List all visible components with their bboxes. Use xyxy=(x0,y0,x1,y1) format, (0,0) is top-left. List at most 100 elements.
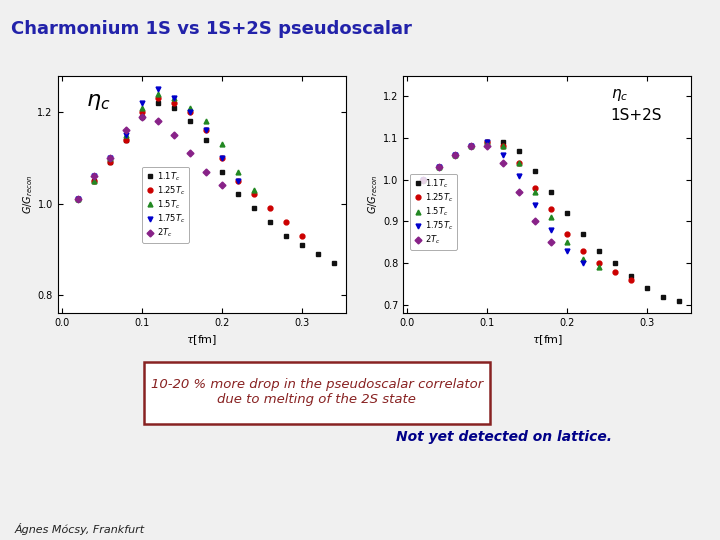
Text: Charmonium 1S vs 1S+2S pseudoscalar: Charmonium 1S vs 1S+2S pseudoscalar xyxy=(11,21,412,38)
$1.1T_c$ xyxy=(627,273,636,279)
$1.1T_c$ xyxy=(515,147,523,154)
$1.75T_c$ xyxy=(419,177,428,183)
Line: $1.75T_c$: $1.75T_c$ xyxy=(75,87,240,201)
$1.5T_c$ xyxy=(153,91,162,97)
$1.1T_c$ xyxy=(499,139,508,146)
$1.25T_c$ xyxy=(467,143,475,150)
$1.1T_c$ xyxy=(233,191,242,198)
$2T_c$ xyxy=(138,113,146,120)
$1.25T_c$ xyxy=(483,139,492,146)
$1.25T_c$ xyxy=(153,95,162,102)
$2T_c$ xyxy=(483,143,492,150)
$1.1T_c$ xyxy=(153,100,162,106)
$1.1T_c$ xyxy=(659,293,667,300)
Line: $2T_c$: $2T_c$ xyxy=(420,144,554,245)
$2T_c$ xyxy=(435,164,444,171)
$2T_c$ xyxy=(515,189,523,195)
$1.75T_c$ xyxy=(483,139,492,146)
$1.1T_c$ xyxy=(105,159,114,166)
$1.25T_c$ xyxy=(282,219,290,225)
$1.75T_c$ xyxy=(185,109,194,116)
$1.1T_c$ xyxy=(121,136,130,143)
$1.75T_c$ xyxy=(105,154,114,161)
$1.1T_c$ xyxy=(675,298,683,304)
$1.75T_c$ xyxy=(202,127,210,134)
$1.25T_c$ xyxy=(73,195,82,202)
$1.25T_c$ xyxy=(515,160,523,166)
$1.25T_c$ xyxy=(627,276,636,283)
$1.75T_c$ xyxy=(169,95,178,102)
$1.5T_c$ xyxy=(563,239,572,246)
$1.25T_c$ xyxy=(611,268,619,275)
X-axis label: $\tau$[fm]: $\tau$[fm] xyxy=(186,334,217,347)
Text: 10-20 % more drop in the pseudoscalar correlator
due to melting of the 2S state: 10-20 % more drop in the pseudoscalar co… xyxy=(150,377,483,406)
$1.25T_c$ xyxy=(233,178,242,184)
$1.1T_c$ xyxy=(563,210,572,217)
$1.25T_c$ xyxy=(89,178,98,184)
$2T_c$ xyxy=(89,173,98,179)
$1.25T_c$ xyxy=(595,260,603,266)
$1.75T_c$ xyxy=(467,143,475,150)
$1.1T_c$ xyxy=(611,260,619,266)
$1.1T_c$ xyxy=(73,195,82,202)
$1.5T_c$ xyxy=(138,104,146,111)
Line: $1.1T_c$: $1.1T_c$ xyxy=(75,100,336,265)
$1.75T_c$ xyxy=(435,164,444,171)
$1.1T_c$ xyxy=(329,260,338,266)
$1.1T_c$ xyxy=(595,247,603,254)
Y-axis label: $G/G_{recon}$: $G/G_{recon}$ xyxy=(21,175,35,214)
Line: $1.5T_c$: $1.5T_c$ xyxy=(75,91,256,201)
$1.25T_c$ xyxy=(419,177,428,183)
$1.5T_c$ xyxy=(531,189,539,195)
$1.25T_c$ xyxy=(435,164,444,171)
$2T_c$ xyxy=(153,118,162,125)
$1.5T_c$ xyxy=(419,177,428,183)
$1.75T_c$ xyxy=(451,152,459,158)
Text: $\eta_c$
1S+2S: $\eta_c$ 1S+2S xyxy=(611,87,662,123)
$1.25T_c$ xyxy=(249,191,258,198)
$2T_c$ xyxy=(531,218,539,225)
$1.1T_c$ xyxy=(643,285,652,292)
$1.1T_c$ xyxy=(547,189,556,195)
$1.25T_c$ xyxy=(121,136,130,143)
$2T_c$ xyxy=(467,143,475,150)
$1.75T_c$ xyxy=(89,173,98,179)
$1.5T_c$ xyxy=(249,187,258,193)
$1.75T_c$ xyxy=(233,178,242,184)
$1.5T_c$ xyxy=(483,139,492,146)
Line: $1.1T_c$: $1.1T_c$ xyxy=(420,140,682,303)
$2T_c$ xyxy=(105,154,114,161)
$1.75T_c$ xyxy=(563,247,572,254)
$2T_c$ xyxy=(121,127,130,134)
$1.75T_c$ xyxy=(499,152,508,158)
$1.25T_c$ xyxy=(563,231,572,237)
$1.5T_c$ xyxy=(595,264,603,271)
$1.1T_c$ xyxy=(202,136,210,143)
$1.5T_c$ xyxy=(169,95,178,102)
$2T_c$ xyxy=(499,160,508,166)
$1.75T_c$ xyxy=(121,132,130,138)
$1.75T_c$ xyxy=(217,154,226,161)
$2T_c$ xyxy=(217,182,226,188)
$1.5T_c$ xyxy=(467,143,475,150)
Line: $1.5T_c$: $1.5T_c$ xyxy=(420,140,602,270)
Line: $1.25T_c$: $1.25T_c$ xyxy=(420,140,634,282)
$1.5T_c$ xyxy=(547,214,556,220)
$1.25T_c$ xyxy=(297,232,306,239)
Text: Not yet detected on lattice.: Not yet detected on lattice. xyxy=(396,430,612,444)
$2T_c$ xyxy=(169,132,178,138)
$1.1T_c$ xyxy=(185,118,194,125)
$1.1T_c$ xyxy=(138,113,146,120)
$1.25T_c$ xyxy=(105,159,114,166)
$1.1T_c$ xyxy=(313,251,322,257)
X-axis label: $\tau$[fm]: $\tau$[fm] xyxy=(531,334,563,347)
$1.25T_c$ xyxy=(169,100,178,106)
$1.5T_c$ xyxy=(451,152,459,158)
$1.25T_c$ xyxy=(451,152,459,158)
$1.5T_c$ xyxy=(435,164,444,171)
$1.75T_c$ xyxy=(515,172,523,179)
$1.5T_c$ xyxy=(579,256,588,262)
$1.25T_c$ xyxy=(579,247,588,254)
$1.1T_c$ xyxy=(451,152,459,158)
$1.25T_c$ xyxy=(202,127,210,134)
